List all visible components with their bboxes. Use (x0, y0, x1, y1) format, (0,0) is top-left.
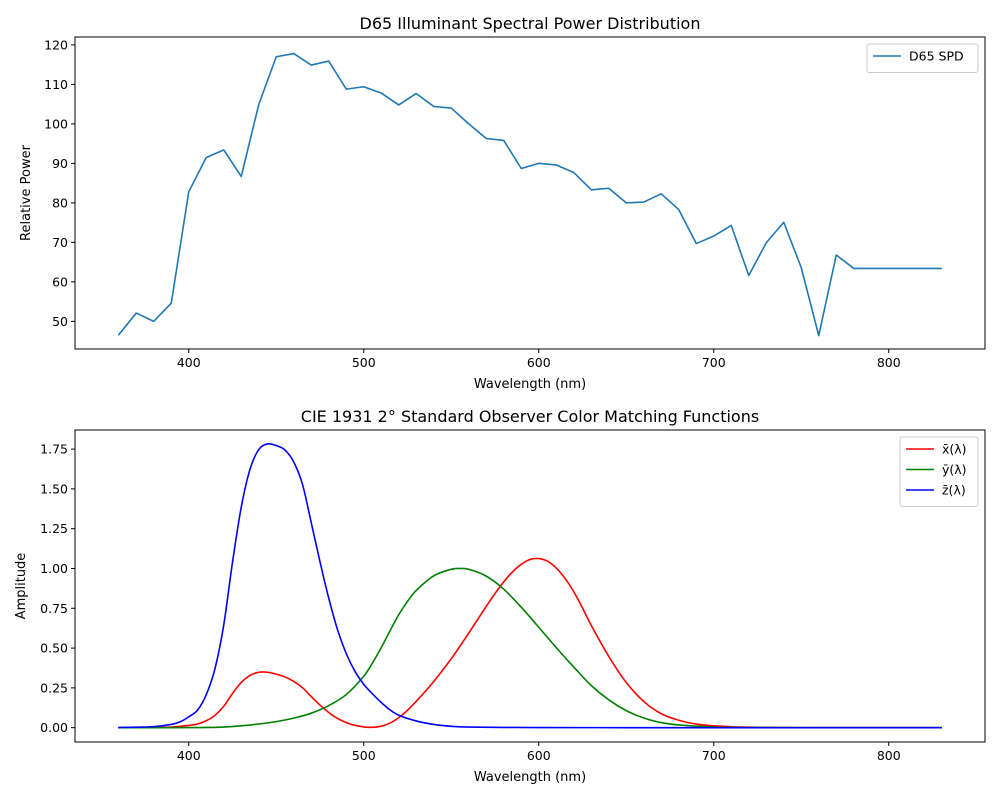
legend-label: z̄(λ) (942, 483, 966, 498)
legend: D65 SPD (866, 43, 979, 73)
legend-label: ȳ(λ) (942, 462, 967, 477)
x-tick-label: 700 (702, 355, 726, 370)
series-line (117, 52, 943, 337)
y-tick-label: 120 (44, 37, 68, 52)
y-tick-label: 0.00 (40, 720, 68, 735)
legend-frame (866, 43, 979, 73)
x-axis-label: Wavelength (nm) (474, 770, 586, 785)
series-line (117, 567, 943, 729)
cmf-chart: CIE 1931 2° Standard Observer Color Matc… (14, 407, 986, 785)
y-tick-label: 110 (44, 77, 68, 92)
ticks: 400 500 600 700 800 50 60 70 80 90 100 110 120 (44, 37, 901, 370)
y-tick-label: 70 (52, 235, 68, 250)
x-tick-label: 600 (527, 355, 551, 370)
x-tick-label: 700 (702, 748, 726, 763)
y-tick-label: 1.50 (40, 481, 68, 496)
x-tick-label: 500 (352, 355, 376, 370)
series-line (117, 557, 943, 729)
plot-area (117, 52, 943, 337)
legend-frame (899, 436, 979, 507)
spd-chart: D65 Illuminant Spectral Power Distributi… (19, 14, 986, 392)
chart-title: CIE 1931 2° Standard Observer Color Matc… (301, 407, 759, 426)
plot-area (117, 442, 943, 729)
y-axis-label: Amplitude (14, 553, 29, 620)
y-tick-label: 0.50 (40, 641, 68, 656)
y-tick-label: 1.25 (40, 521, 68, 536)
y-tick-label: 90 (52, 156, 68, 171)
x-tick-label: 400 (177, 355, 201, 370)
y-tick-label: 60 (52, 274, 68, 289)
axes-frame (74, 429, 986, 743)
x-tick-label: 600 (527, 748, 551, 763)
y-tick-label: 1.00 (40, 561, 68, 576)
x-tick-label: 800 (877, 355, 901, 370)
x-axis-label: Wavelength (nm) (474, 377, 586, 392)
y-tick-label: 50 (52, 314, 68, 329)
y-tick-label: 0.75 (40, 601, 68, 616)
x-tick-label: 500 (352, 748, 376, 763)
ticks: 400 500 600 700 800 0.00 0.25 0.50 0.75 1.00 1.25 1… (40, 442, 901, 763)
y-tick-label: 100 (44, 116, 68, 131)
axes-frame (74, 36, 986, 350)
x-tick-label: 800 (877, 748, 901, 763)
series-line (117, 442, 943, 729)
y-tick-label: 1.75 (40, 442, 68, 457)
y-axis-label: Relative Power (19, 144, 34, 241)
x-tick-label: 400 (177, 748, 201, 763)
chart-title: D65 Illuminant Spectral Power Distributi… (360, 14, 701, 33)
y-tick-label: 0.25 (40, 680, 68, 695)
y-tick-label: 80 (52, 195, 68, 210)
legend-label: D65 SPD (909, 49, 964, 64)
legend-label: x̄(λ) (942, 442, 967, 457)
legend: x̄(λ) ȳ(λ) z̄(λ) (899, 436, 979, 507)
